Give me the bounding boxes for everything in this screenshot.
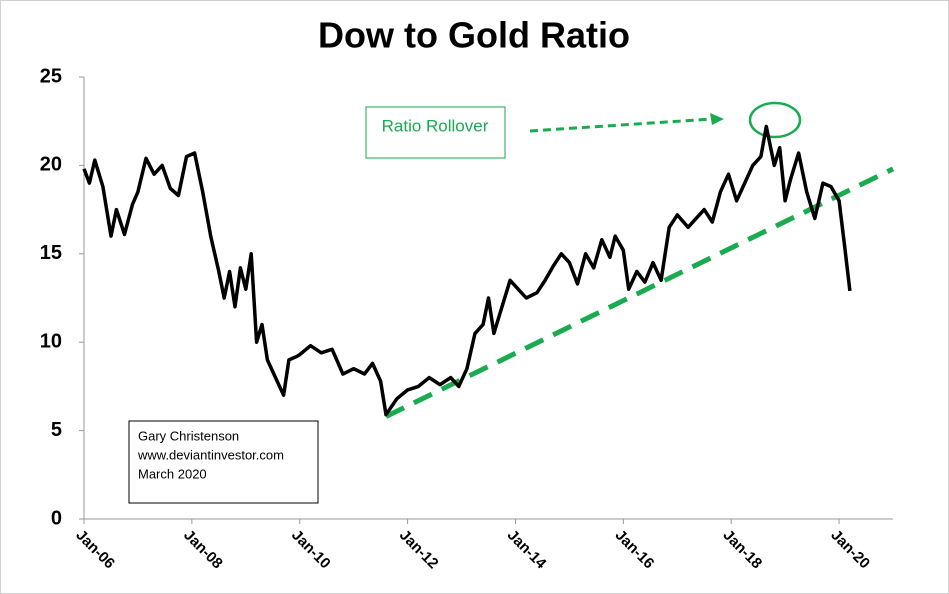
y-tick-label: 0	[51, 507, 62, 529]
credit-text: March 2020	[138, 466, 207, 481]
y-tick-label: 20	[40, 154, 62, 176]
annotation-text: Ratio Rollover	[382, 116, 489, 135]
arrow-head	[710, 113, 724, 125]
credit-text: www.deviantinvestor.com	[137, 447, 284, 462]
annotation-circle	[748, 101, 802, 139]
y-tick-label: 15	[40, 242, 62, 264]
y-tick-label: 10	[40, 330, 62, 352]
annotation-arrow	[529, 117, 713, 133]
trend-line	[384, 166, 895, 419]
annotation-box	[365, 106, 506, 159]
y-tick-label: 5	[51, 419, 62, 441]
data-line	[82, 124, 852, 417]
credits-box	[128, 420, 319, 504]
credit-text: Gary Christenson	[138, 428, 239, 443]
y-tick-label: 25	[40, 65, 62, 87]
chart-title: Dow to Gold Ratio	[318, 15, 630, 56]
